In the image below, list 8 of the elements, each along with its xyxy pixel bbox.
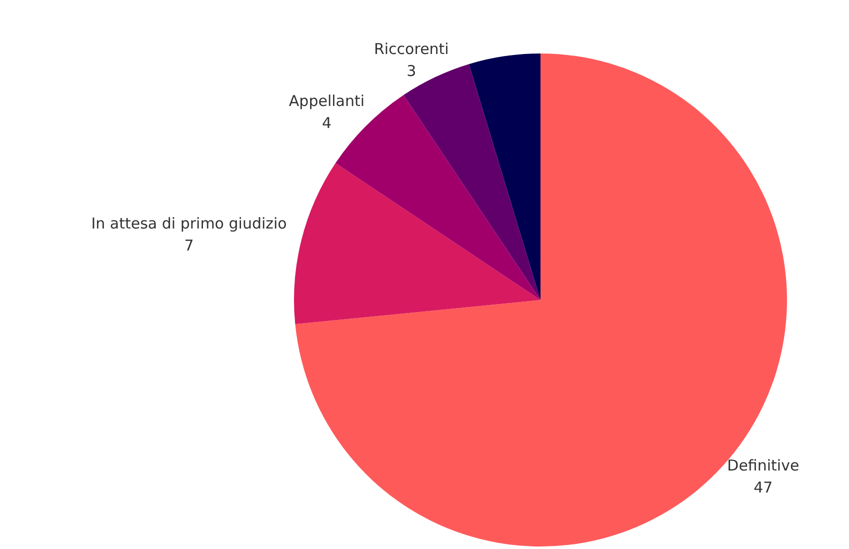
data-label: 3 <box>406 62 416 80</box>
data-label: 4 <box>322 114 332 132</box>
data-label: 7 <box>184 236 194 255</box>
slice-label: Definitive <box>727 456 800 475</box>
slice-label: Riccorenti <box>374 40 449 58</box>
data-label: 47 <box>754 478 773 497</box>
slice-label: In attesa di primo giudizio <box>91 214 287 233</box>
slice-label: Appellanti <box>288 92 365 110</box>
